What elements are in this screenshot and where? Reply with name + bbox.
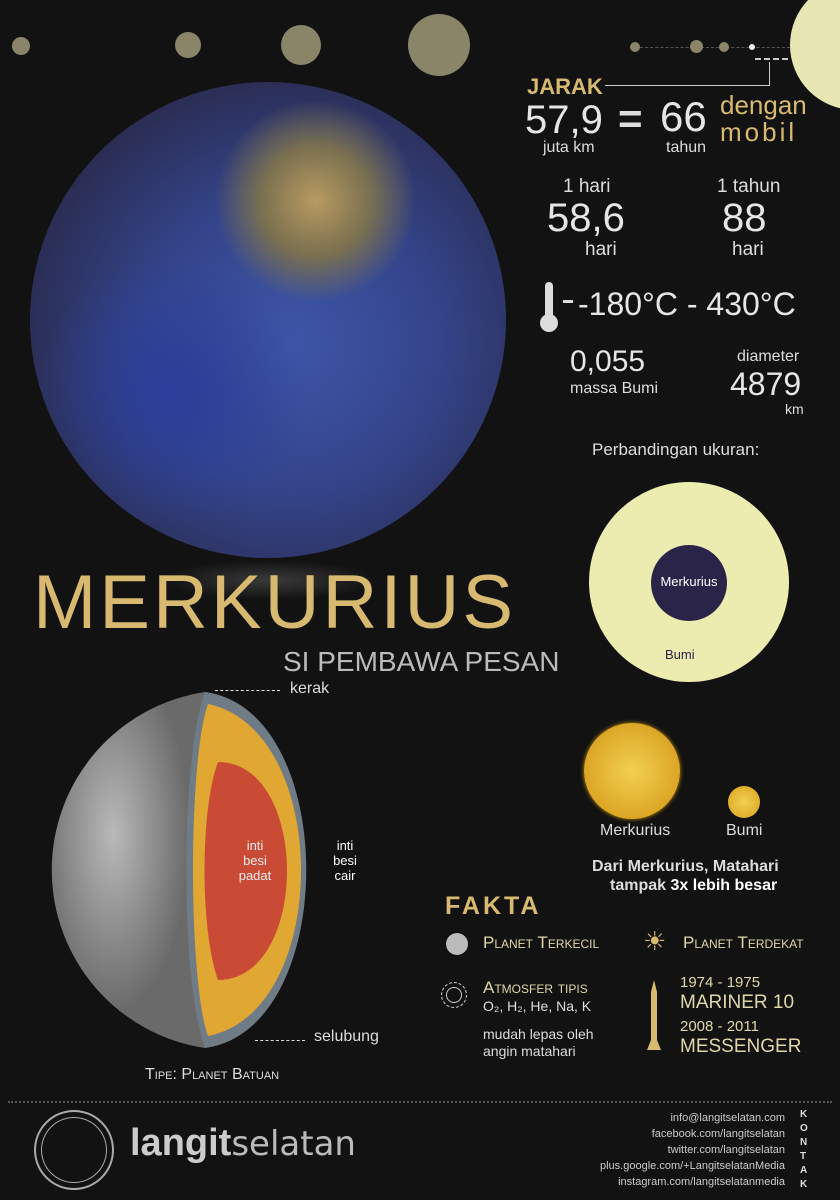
crust-label: kerak [290, 680, 330, 697]
contact-label: KONTAK [800, 1109, 808, 1190]
fact-atmosphere-note-1: mudah lepas oleh [483, 1026, 594, 1042]
planet-dot [690, 40, 703, 53]
mantle-label: selubung [314, 1028, 379, 1045]
fact-nearest: Planet Terdekat [683, 933, 804, 952]
planet-dot [281, 25, 321, 65]
orbit-line [630, 47, 790, 48]
contact-googleplus[interactable]: plus.google.com/+LangitselatanMedia [600, 1160, 785, 1172]
earth-label: Bumi [665, 647, 695, 662]
car-text-1: dengan [720, 90, 807, 120]
mission2-years: 2008 - 2011 [680, 1018, 759, 1035]
merkurius-dot [749, 44, 755, 50]
merkurius-label: Merkurius [660, 574, 718, 589]
planet-dot [175, 32, 201, 58]
contact-email[interactable]: info@langitselatan.com [670, 1112, 785, 1124]
planet-dot [408, 14, 470, 76]
sun-caption-1: Dari Merkurius, Matahari [592, 858, 779, 875]
planet-dot [630, 42, 640, 52]
outer-core-line: cair [334, 868, 356, 883]
page-title: MERKURIUS [33, 560, 517, 645]
contact-instagram[interactable]: instagram.com/langitselatanmedia [618, 1176, 785, 1188]
sun-icon: ☀ [643, 926, 667, 956]
sun-caption-2: tampak 3x lebih besar [610, 878, 777, 894]
sun-caption-2a: tampak [610, 877, 671, 894]
fact-atmosphere: Atmosfer tipis [483, 978, 588, 997]
equals-sign: = [618, 95, 643, 142]
inner-core-line: inti [246, 838, 264, 853]
facts-title: FAKTA [445, 892, 542, 920]
diameter-label: diameter [737, 348, 800, 365]
distance-value: 57,9 [525, 98, 603, 142]
temperature-range: -180°C - 430°C [578, 286, 796, 322]
contact-list: info@langitselatan.com facebook.com/lang… [600, 1110, 785, 1190]
planet-surface [51, 692, 206, 1048]
crust-arrow [215, 690, 280, 691]
mass-unit: massa Bumi [570, 380, 659, 397]
mission1-years: 1974 - 1975 [680, 974, 761, 991]
footer-divider [8, 1101, 832, 1103]
planet-structure-diagram [51, 692, 307, 1048]
sun-label-merkurius: Merkurius [600, 822, 671, 839]
sun-from-earth [728, 786, 760, 818]
size-compare-title: Perbandingan ukuran: [592, 440, 760, 459]
sun-label-earth: Bumi [726, 822, 763, 839]
outer-core-label: inti besi cair [328, 838, 362, 883]
planet-dot [719, 42, 729, 52]
langitselatan-seal-logo [34, 1110, 114, 1190]
year-value: 88 [722, 196, 767, 240]
fact-atmosphere-note-2: angin matahari [483, 1043, 576, 1059]
rocket-icon [647, 980, 661, 1050]
fact-atmosphere-gases: O₂, H₂, He, Na, K [483, 998, 592, 1014]
outer-core-line: inti [336, 838, 354, 853]
brand-light: selatan [231, 1124, 356, 1164]
mission2-name: MESSENGER [680, 1036, 802, 1057]
moon-icon [446, 933, 468, 955]
sun-caption-2b: 3x lebih besar [670, 877, 778, 894]
planet-reflection [160, 560, 380, 600]
inner-core-label: inti besi padat [230, 838, 280, 883]
inner-core-line: besi [243, 853, 267, 868]
day-label: 1 hari [563, 176, 611, 197]
thermometer-dash [563, 300, 573, 303]
distance-arrow [605, 62, 770, 86]
contact-facebook[interactable]: facebook.com/langitselatan [651, 1128, 785, 1140]
atmosphere-icon [441, 982, 467, 1008]
car-text-2: mobil [720, 117, 798, 147]
contact-twitter[interactable]: twitter.com/langitselatan [667, 1144, 785, 1156]
day-unit: hari [585, 239, 617, 260]
sun-from-merkurius [584, 723, 680, 819]
distance-label: JARAK [527, 74, 603, 99]
year-label: 1 tahun [717, 176, 781, 197]
distance-bracket [755, 58, 788, 60]
planet-type: Tipe: Planet Batuan [145, 1066, 280, 1083]
mission1-name: MARINER 10 [680, 992, 795, 1013]
fact-smallest: Planet Terkecil [483, 933, 600, 952]
car-years-value: 66 [660, 93, 707, 140]
diameter-value: 4879 [730, 366, 802, 402]
year-unit: hari [732, 239, 764, 260]
outer-core-line: besi [333, 853, 357, 868]
inner-core [204, 762, 287, 980]
inner-core-line: padat [238, 868, 272, 883]
day-value: 58,6 [547, 196, 625, 240]
planet-dot [12, 37, 30, 55]
page-subtitle: SI PEMBAWA PESAN [283, 646, 560, 677]
brand-bold: langit [130, 1122, 232, 1164]
sun-circle [790, 0, 840, 109]
merkurius-circle [651, 545, 727, 621]
brand-logo[interactable]: langitselatan [130, 1122, 356, 1166]
car-years-unit: tahun [666, 139, 707, 156]
merkurius-planet-image [30, 82, 506, 558]
distance-unit: juta km [543, 139, 595, 156]
mantle-arrow [255, 1040, 305, 1041]
mass-value: 0,055 [570, 345, 646, 378]
diameter-unit: km [785, 401, 804, 417]
thermometer-icon [540, 282, 558, 332]
